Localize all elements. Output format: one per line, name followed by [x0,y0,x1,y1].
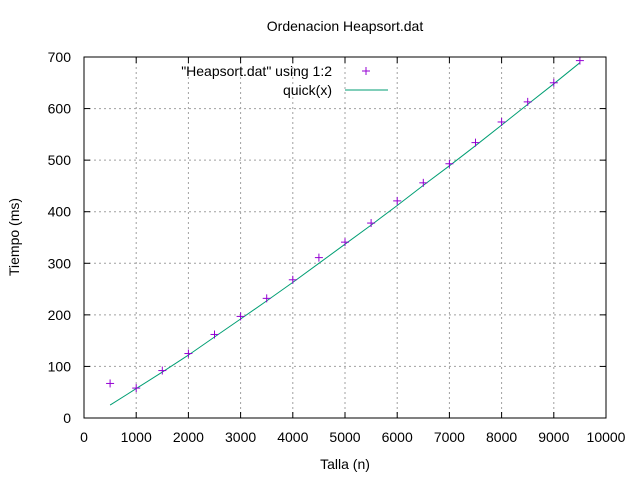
axis-ticks: 0 1000 2000 3000 4000 5000 6000 7000 8000 9000 100… [48,49,626,445]
series-points [106,56,584,393]
legend-marker-points [362,67,370,75]
x-tick-label: 9000 [538,429,569,445]
x-tick-label: 5000 [329,429,360,445]
data-point [445,159,454,168]
data-point [314,253,323,262]
y-tick-label: 0 [63,410,71,426]
x-tick-label: 0 [80,429,88,445]
x-tick-label: 6000 [382,429,413,445]
y-tick-label: 600 [48,101,72,117]
data-point [471,138,480,147]
y-tick-label: 500 [48,152,72,168]
y-tick-label: 100 [48,358,72,374]
y-tick-label: 700 [48,49,72,65]
data-point [367,219,376,228]
legend: "Heapsort.dat" using 1:2 quick(x) [181,63,388,98]
legend-label-line: quick(x) [283,82,332,98]
data-point [184,349,193,358]
legend-label-points: "Heapsort.dat" using 1:2 [181,63,332,79]
data-point [106,379,115,388]
x-tick-label: 1000 [121,429,152,445]
chart-title: Ordenacion Heapsort.dat [267,18,424,34]
data-point [419,178,428,187]
data-point [132,384,141,393]
data-point [497,117,506,126]
data-point [523,97,532,106]
y-tick-label: 200 [48,307,72,323]
data-point [549,78,558,87]
data-point [158,366,167,375]
grid [84,57,606,418]
data-point [236,312,245,321]
x-axis-title: Talla (n) [320,456,370,472]
data-point [341,238,349,247]
x-tick-label: 8000 [486,429,517,445]
x-tick-label: 4000 [277,429,308,445]
y-tick-label: 400 [48,204,72,220]
data-point [575,56,584,65]
y-tick-label: 300 [48,255,72,271]
x-tick-label: 10000 [587,429,626,445]
data-point [210,330,219,339]
x-tick-label: 7000 [434,429,465,445]
x-tick-label: 2000 [173,429,204,445]
data-point [288,275,297,284]
data-point [262,294,271,303]
data-point [393,196,402,205]
x-tick-label: 3000 [225,429,256,445]
y-axis-title: Tiempo (ms) [6,198,22,276]
